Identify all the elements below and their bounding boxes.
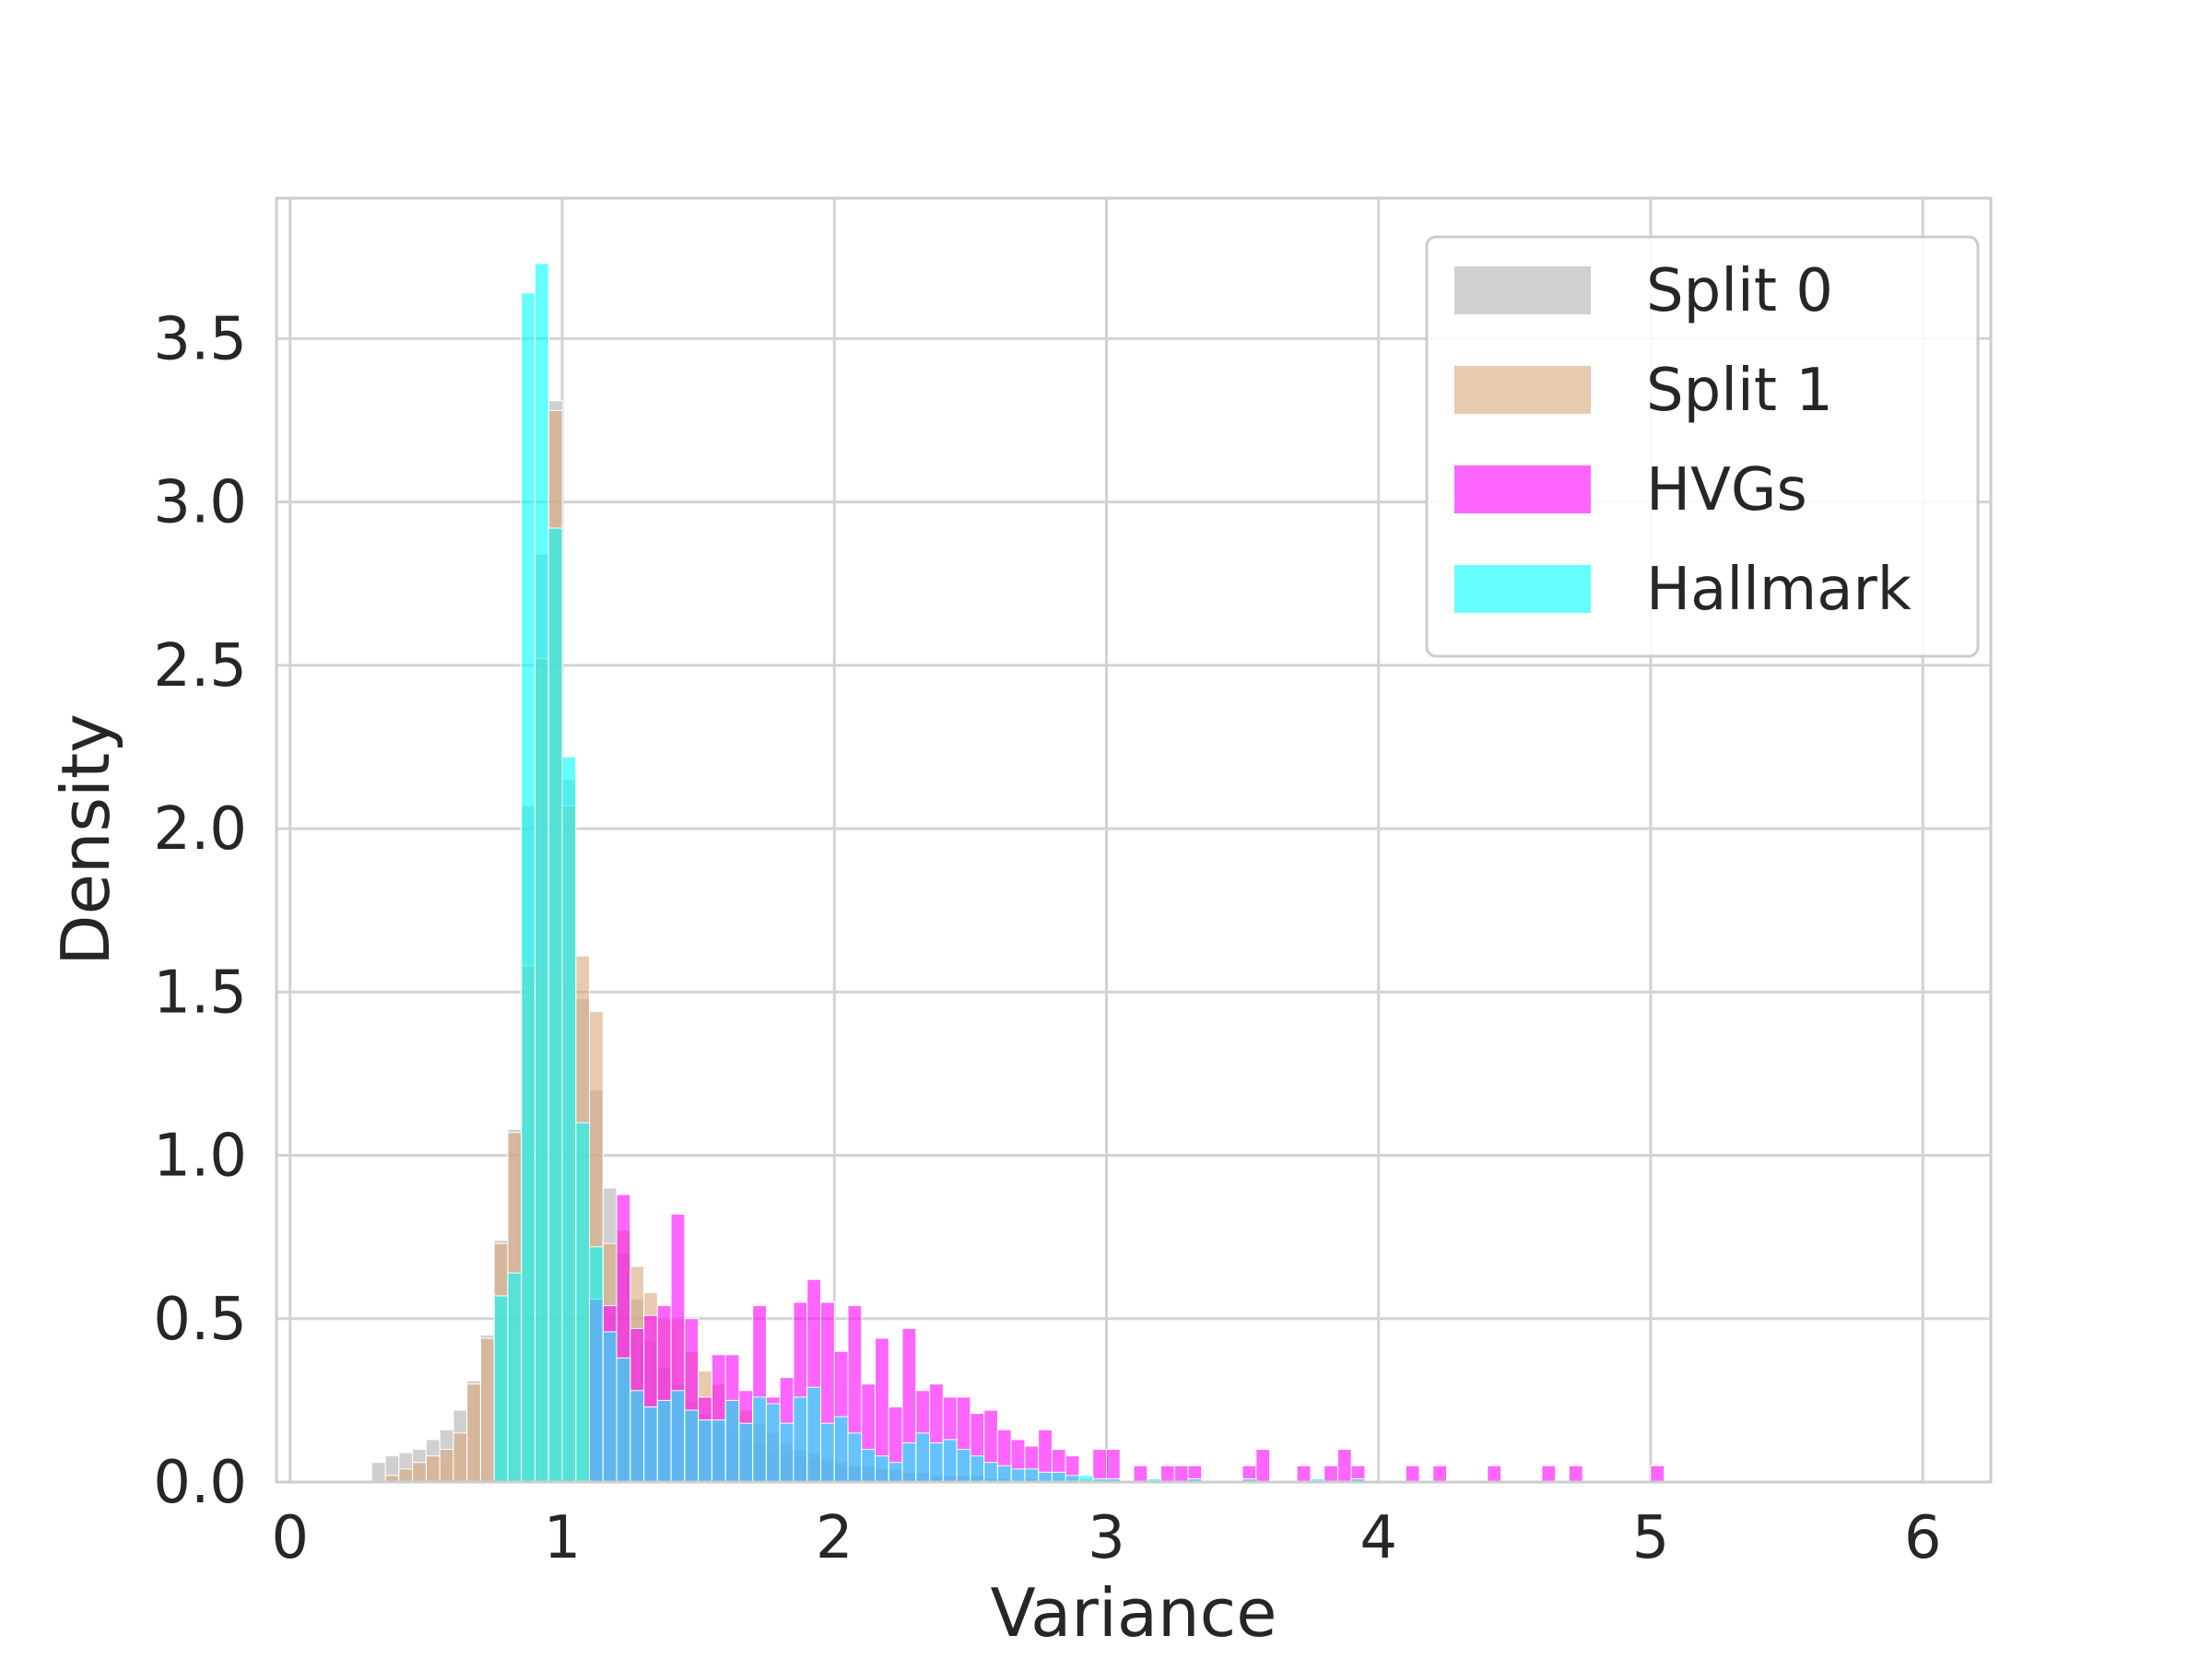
histogram-bar: [629, 1390, 645, 1483]
histogram-bar: [996, 1465, 1012, 1483]
histogram-bar: [656, 1399, 672, 1483]
histogram-bar: [534, 263, 549, 1483]
legend-swatch: [1454, 565, 1591, 613]
y-tick-labels: 0.0 0.5 1.0 1.5 2.0 2.5 3.0 3.5: [153, 305, 247, 1517]
histogram-bar: [1024, 1468, 1040, 1483]
y-tick-label: 3.0: [153, 469, 247, 537]
histogram-bar: [1133, 1465, 1148, 1483]
histogram-bar: [589, 1246, 604, 1483]
x-tick-labels: 0 1 2 3 4 5 6: [271, 1504, 1941, 1572]
histogram-bar: [942, 1439, 958, 1483]
histogram-bar: [1038, 1471, 1053, 1483]
histogram-bar: [1405, 1465, 1420, 1483]
x-tick-label: 3: [1088, 1504, 1125, 1572]
x-tick-label: 4: [1359, 1504, 1397, 1572]
histogram-bar: [847, 1432, 863, 1483]
histogram-bar: [425, 1455, 441, 1483]
histogram-bar: [507, 1272, 523, 1483]
histogram-bar: [793, 1396, 808, 1483]
histogram-bar: [1487, 1465, 1502, 1483]
legend-swatch: [1454, 266, 1591, 314]
histogram-bar: [670, 1390, 686, 1483]
histogram-bar: [779, 1422, 794, 1483]
legend: Split 0 Split 1 HVGs Hallmark: [1425, 235, 1980, 658]
histogram-bar: [833, 1416, 849, 1483]
histogram-bar: [371, 1462, 386, 1483]
histogram-bar: [819, 1422, 835, 1483]
x-tick-label: 6: [1904, 1504, 1942, 1572]
histogram-bar: [1092, 1449, 1107, 1483]
histogram-bar: [521, 292, 535, 1483]
histogram-bar: [412, 1462, 427, 1483]
histogram-bar: [711, 1419, 726, 1483]
histogram-bar: [698, 1419, 712, 1483]
legend-frame: [1425, 235, 1980, 658]
histogram-bar: [738, 1422, 754, 1483]
legend-label: Split 1: [1646, 357, 1833, 425]
y-tick-label: 1.0: [153, 1123, 247, 1191]
y-tick-label: 2.5: [153, 632, 247, 700]
legend-label: Hallmark: [1646, 556, 1912, 624]
histogram-bar: [806, 1386, 821, 1483]
histogram-bar: [439, 1449, 454, 1483]
y-tick-label: 2.0: [153, 795, 247, 864]
histogram-bar: [398, 1468, 414, 1483]
histogram-bar: [493, 1295, 509, 1483]
histogram-bar: [1432, 1465, 1448, 1483]
histogram-bar: [1173, 1465, 1189, 1483]
histogram-bar: [1255, 1449, 1271, 1483]
x-axis-title: Variance: [990, 1574, 1277, 1652]
x-tick-label: 0: [271, 1504, 309, 1572]
x-tick-label: 2: [816, 1504, 853, 1572]
histogram-bar: [888, 1462, 903, 1483]
histogram-bar: [752, 1396, 767, 1483]
histogram-bar: [453, 1432, 468, 1483]
histogram-bar: [1568, 1465, 1583, 1483]
histogram-bar: [724, 1399, 740, 1483]
histogram-bar: [643, 1406, 658, 1483]
histogram-bar: [479, 1337, 495, 1483]
legend-swatch: [1454, 366, 1591, 414]
histogram-bar: [1010, 1468, 1026, 1483]
histogram-bar: [929, 1441, 944, 1483]
histogram-bar: [684, 1409, 700, 1483]
histogram-bar: [602, 1331, 618, 1483]
histogram-bar: [970, 1455, 985, 1483]
series-hallmark: [493, 263, 1366, 1483]
x-tick-label: 1: [544, 1504, 582, 1572]
histogram-bars: [371, 263, 1665, 1483]
x-tick-label: 5: [1632, 1504, 1670, 1572]
histogram-bar: [1160, 1465, 1175, 1483]
histogram-bar: [616, 1357, 631, 1483]
histogram-bar: [561, 756, 577, 1483]
y-tick-label: 0.5: [153, 1286, 247, 1354]
histogram-bar: [861, 1449, 877, 1483]
y-tick-label: 3.5: [153, 305, 247, 373]
histogram-bar: [956, 1449, 971, 1483]
histogram-bar: [1336, 1449, 1352, 1483]
y-tick-label: 1.5: [153, 959, 247, 1027]
histogram-bar: [1051, 1471, 1066, 1483]
histogram-bar: [575, 1122, 591, 1483]
legend-swatch: [1454, 465, 1591, 513]
histogram-bar: [1324, 1465, 1338, 1483]
legend-label: Split 0: [1646, 257, 1833, 325]
histogram-bar: [1105, 1449, 1121, 1483]
histogram-bar: [983, 1462, 998, 1483]
legend-label: HVGs: [1646, 456, 1807, 524]
plot-frame: [275, 196, 1993, 1484]
y-tick-label: 0.0: [153, 1449, 247, 1517]
histogram-bar: [915, 1432, 931, 1483]
histogram-bar: [765, 1403, 781, 1483]
y-axis-title: Density: [47, 713, 124, 966]
histogram-bar: [1650, 1465, 1665, 1483]
histogram-bar: [547, 527, 563, 1483]
histogram-bar: [875, 1455, 889, 1483]
histogram-bar: [466, 1383, 481, 1483]
histogram-bar: [1541, 1465, 1557, 1483]
histogram-bar: [1296, 1465, 1312, 1483]
histogram-bar: [901, 1441, 917, 1483]
